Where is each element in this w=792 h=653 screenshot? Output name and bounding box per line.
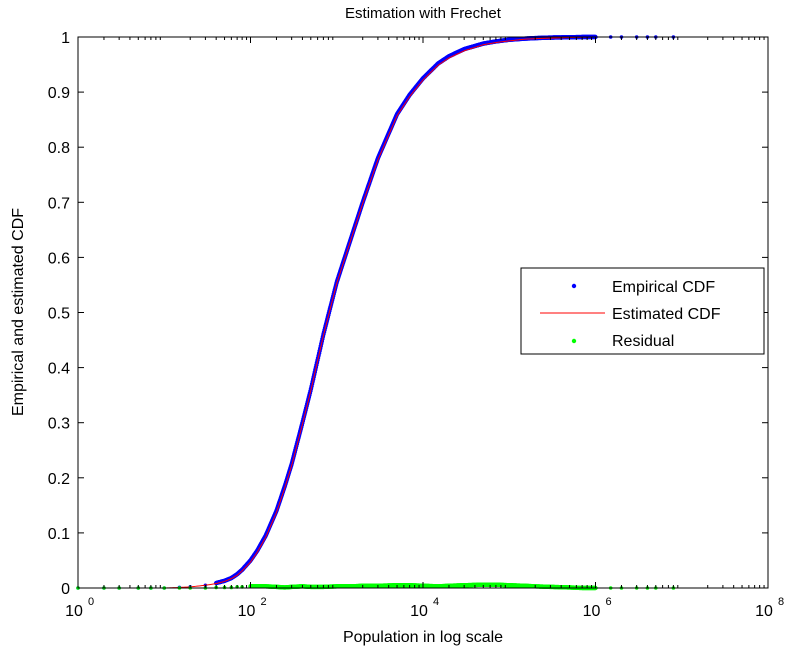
y-tick-label: 0.7	[48, 195, 70, 212]
y-tick-label: 0.8	[48, 140, 70, 157]
x-axis: 10 0 10 2 10 4 10 6 10 8	[65, 37, 784, 620]
legend-box	[520, 267, 765, 355]
y-axis: 0 0.1 0.2 0.3 0.4 0.5 0.6 0.7 0.8 0.9 1	[48, 30, 768, 598]
x-tick-label: 10	[410, 603, 428, 620]
y-tick-label: 0.9	[48, 85, 70, 102]
x-tick-exponent: 6	[606, 596, 612, 608]
x-axis-title: Population in log scale	[343, 629, 503, 646]
y-axis-title: Empirical and estimated CDF	[10, 208, 27, 416]
x-tick-exponent: 2	[261, 596, 267, 608]
y-tick-label: 0	[61, 581, 70, 598]
x-tick-exponent: 8	[778, 596, 784, 608]
x-tick-label: 10	[755, 603, 773, 620]
y-tick-label: 0.4	[48, 361, 70, 378]
legend: Empirical CDF Estimated CDF Residual	[520, 267, 765, 355]
y-tick-label: 0.6	[48, 250, 70, 267]
y-tick-label: 0.5	[48, 306, 70, 323]
x-tick-exponent: 4	[433, 596, 439, 608]
x-tick-label: 10	[583, 603, 601, 620]
legend-marker-residual	[571, 338, 577, 344]
x-tick-exponent: 0	[88, 596, 94, 608]
y-tick-label: 1	[61, 30, 70, 47]
legend-marker-empirical	[571, 283, 577, 289]
legend-label-empirical: Empirical CDF	[612, 279, 715, 296]
chart-title: Estimation with Frechet	[345, 5, 502, 22]
x-tick-label: 10	[65, 603, 83, 620]
legend-label-estimated: Estimated CDF	[612, 306, 721, 323]
y-tick-label: 0.2	[48, 471, 70, 488]
y-tick-label: 0.1	[48, 526, 70, 543]
y-tick-label: 0.3	[48, 416, 70, 433]
x-tick-label: 10	[238, 603, 256, 620]
legend-label-residual: Residual	[612, 333, 674, 350]
